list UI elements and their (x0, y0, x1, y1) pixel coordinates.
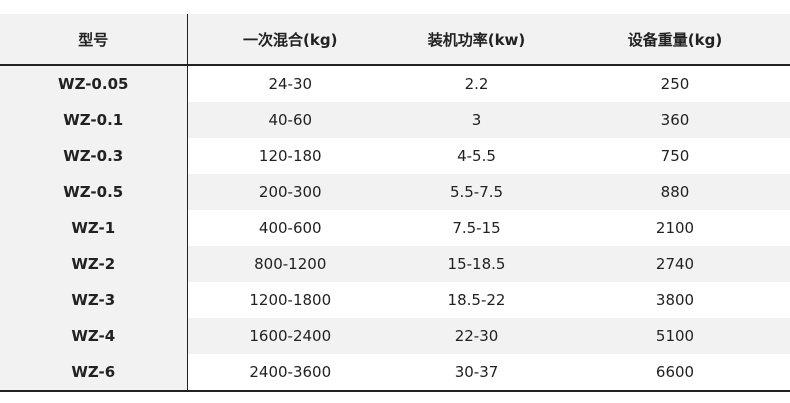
batch-cell: 120-180 (258, 147, 322, 165)
model-cell: WZ-2 (0, 246, 188, 282)
table-row: WZ-6 2400-3600 30-37 6600 (0, 354, 790, 392)
batch-cell: 1200-1800 (249, 291, 332, 309)
batch-cell: 24-30 (268, 75, 313, 93)
weight-cell: 2100 (655, 219, 695, 237)
power-cell: 3 (393, 102, 560, 138)
batch-cell: 1600-2400 (187, 318, 393, 354)
model-cell: WZ-1 (0, 210, 188, 246)
power-cell: 5.5-7.5 (393, 174, 560, 210)
table-row: WZ-2 800-1200 15-18.5 2740 (0, 246, 790, 282)
model-cell: WZ-0.1 (0, 102, 188, 138)
weight-cell: 2740 (560, 246, 790, 282)
header-model: 型号 (0, 14, 188, 66)
spec-table: 型号 一次混合(kg) 装机功率(kw) 设备重量(kg) WZ-0.05 24-… (0, 14, 790, 392)
table-row: WZ-3 1200-1800 18.5-22 3800 (0, 282, 790, 318)
table-row: WZ-4 1600-2400 22-30 5100 (0, 318, 790, 354)
header-power: 装机功率(kw) (393, 14, 560, 66)
weight-cell: 360 (560, 102, 790, 138)
header-row: 型号 一次混合(kg) 装机功率(kw) 设备重量(kg) (0, 14, 790, 66)
header-batch: 一次混合(kg) (187, 14, 393, 66)
model-cell: WZ-6 (0, 354, 188, 392)
model-cell: WZ-0.3 (0, 138, 188, 174)
power-cell: 2.2 (464, 75, 489, 93)
power-cell: 30-37 (393, 354, 560, 392)
power-cell: 22-30 (393, 318, 560, 354)
weight-cell: 3800 (655, 291, 695, 309)
batch-cell: 400-600 (258, 219, 322, 237)
model-cell: WZ-0.05 (0, 65, 188, 102)
table-row: WZ-0.1 40-60 3 360 (0, 102, 790, 138)
table-row: WZ-0.05 24-30 2.2 250 (0, 65, 790, 102)
model-cell: WZ-3 (0, 282, 188, 318)
power-cell: 18.5-22 (447, 291, 506, 309)
weight-cell: 5100 (560, 318, 790, 354)
batch-cell: 40-60 (187, 102, 393, 138)
model-cell: WZ-4 (0, 318, 188, 354)
batch-cell: 200-300 (187, 174, 393, 210)
power-cell: 4-5.5 (457, 147, 496, 165)
weight-cell: 250 (660, 75, 690, 93)
table-row: WZ-0.5 200-300 5.5-7.5 880 (0, 174, 790, 210)
weight-cell: 6600 (560, 354, 790, 392)
batch-cell: 800-1200 (187, 246, 393, 282)
header-weight: 设备重量(kg) (560, 14, 790, 66)
table-row: WZ-1 400-600 7.5-15 2100 (0, 210, 790, 246)
power-cell: 15-18.5 (393, 246, 560, 282)
table-row: WZ-0.3 120-180 4-5.5 750 (0, 138, 790, 174)
weight-cell: 880 (560, 174, 790, 210)
power-cell: 7.5-15 (452, 219, 501, 237)
model-cell: WZ-0.5 (0, 174, 188, 210)
weight-cell: 750 (660, 147, 690, 165)
batch-cell: 2400-3600 (187, 354, 393, 392)
